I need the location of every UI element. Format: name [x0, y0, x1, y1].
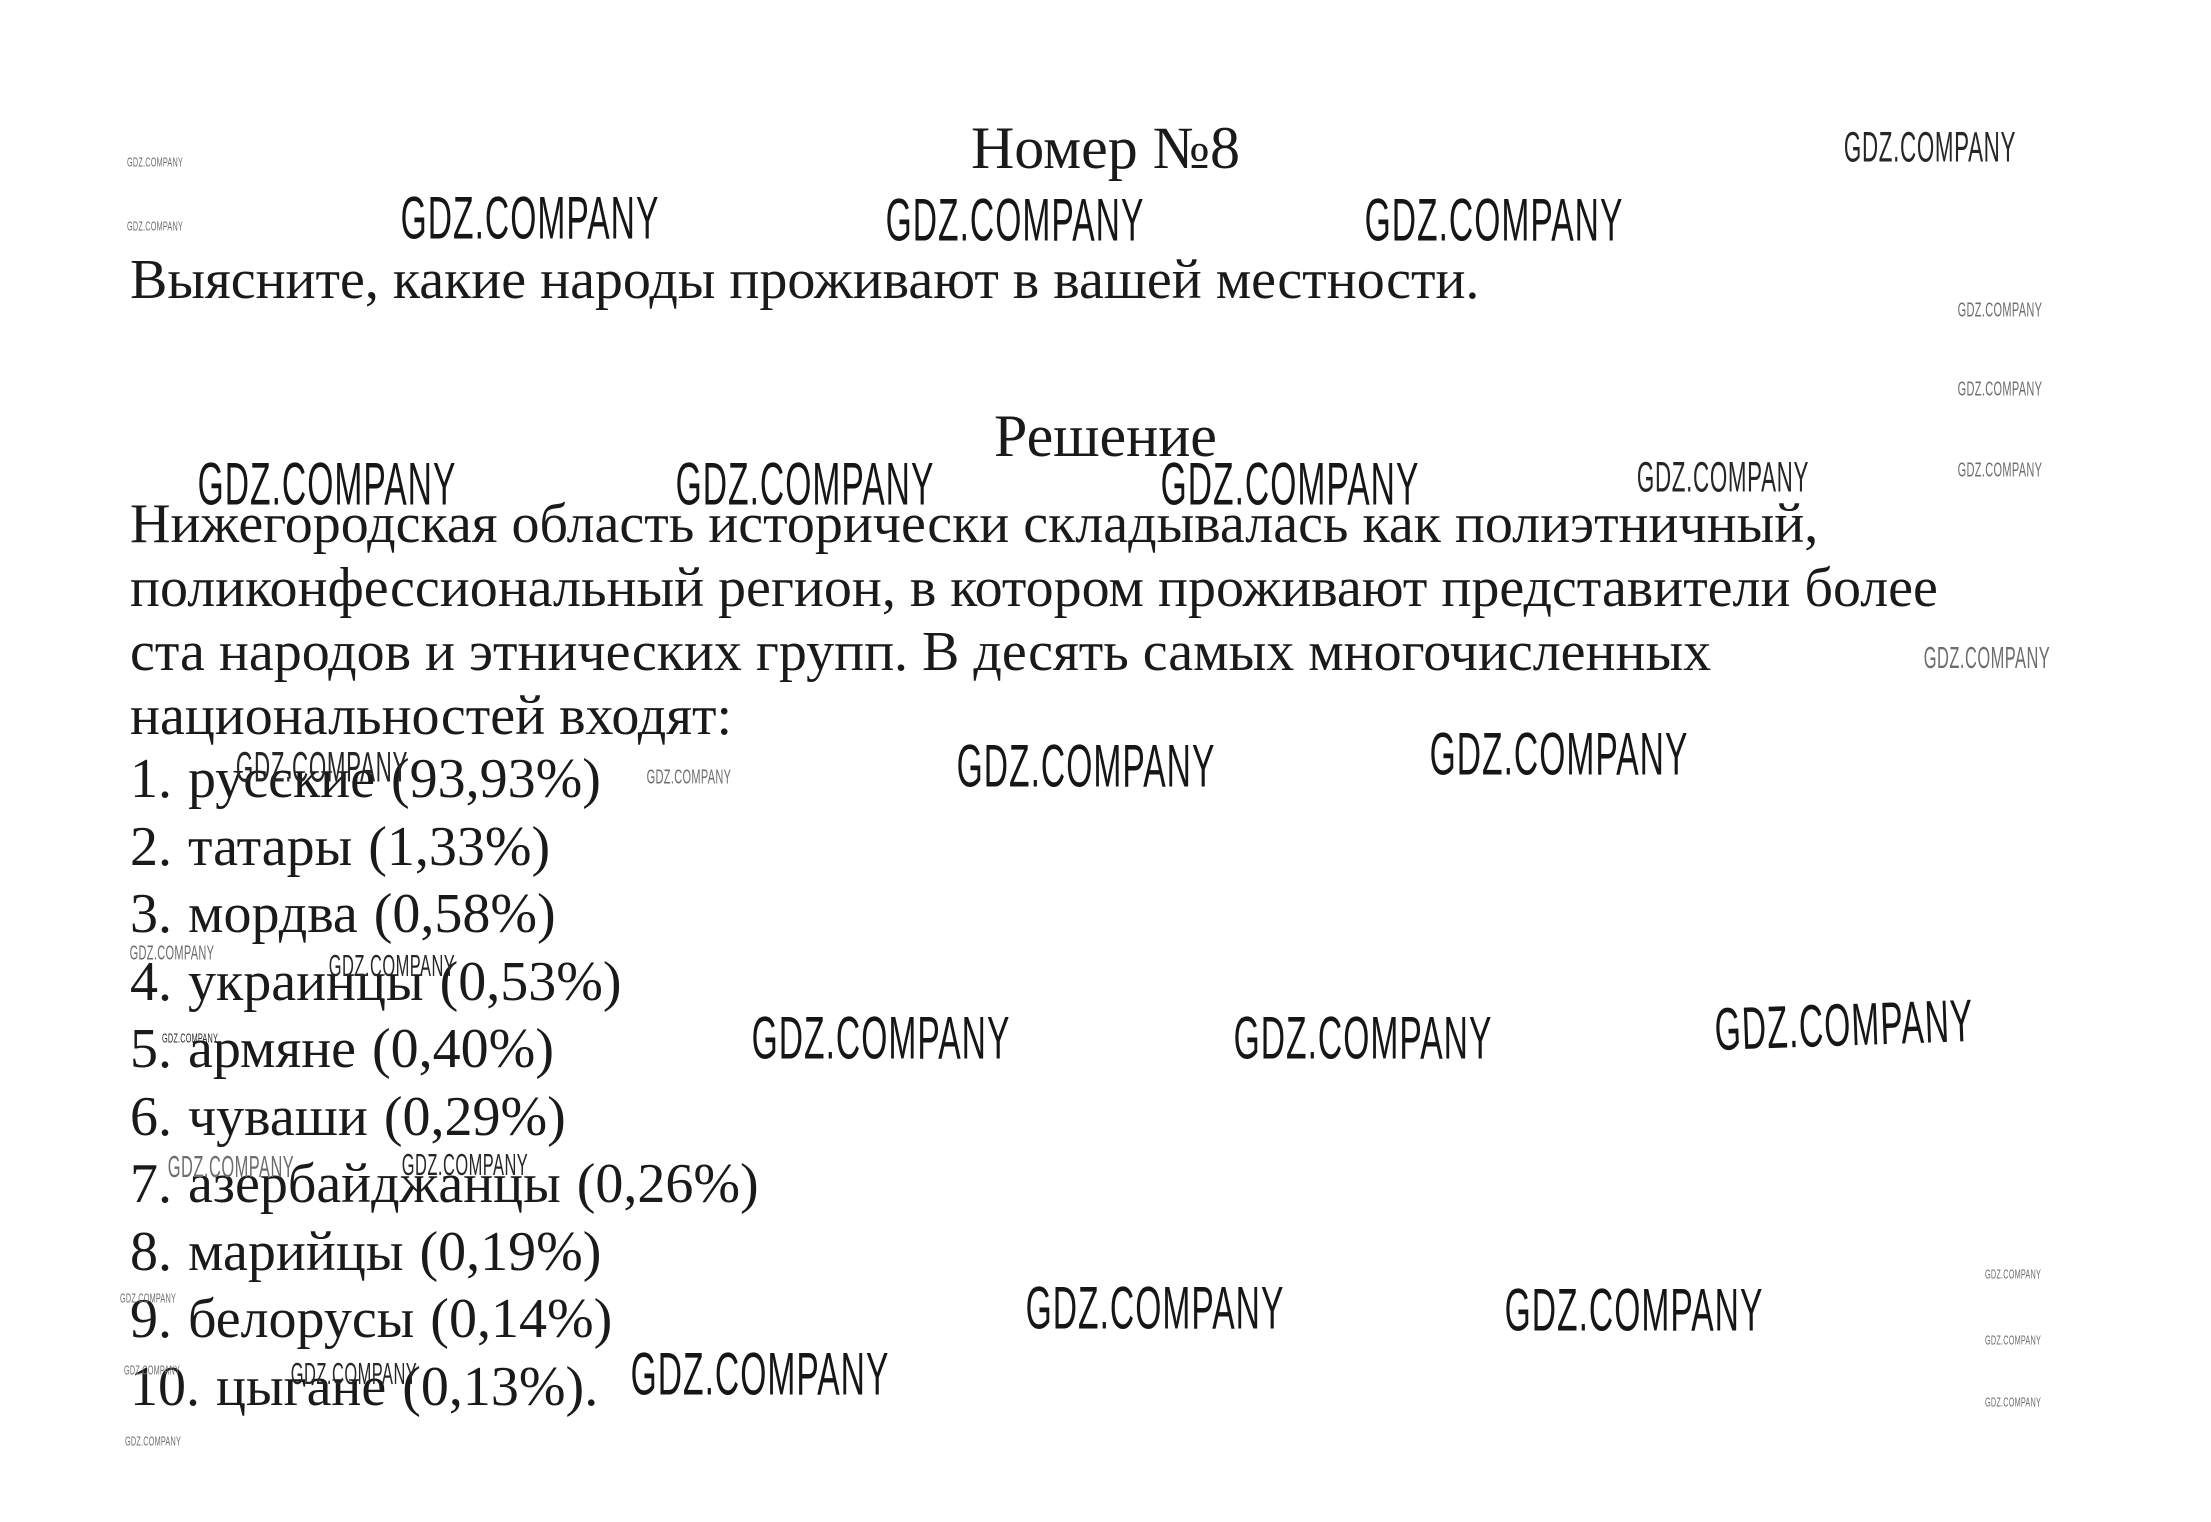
paragraph-line: национальностей входят: [130, 685, 733, 747]
solution-paragraph: Нижегородская область исторически склады… [130, 492, 1938, 748]
list-item: 3. мордва (0,58%) [130, 883, 556, 945]
list-item: 5. армяне (0,40%) [130, 1018, 554, 1080]
list-item: 8. марийцы (0,19%) [130, 1220, 602, 1283]
list-item: 9. белорусы (0,14%) [130, 1288, 613, 1350]
watermark-text: GDZ.COMPANY [1984, 1332, 2042, 1348]
question-text: Выясните, какие народы проживают в вашей… [130, 249, 1480, 311]
list-item: 7. азербайджанцы (0,26%) [130, 1153, 759, 1215]
watermark-text: GDZ.COMPANY [400, 184, 660, 252]
watermark-text: GDZ.COMPANY [1923, 640, 2051, 675]
paragraph-line: Нижегородская область исторически склады… [130, 493, 1819, 555]
list-item: 4. украинцы (0,53%) [130, 950, 622, 1013]
watermark-text: GDZ.COMPANY [1233, 1004, 1493, 1072]
watermark-text: GDZ.COMPANY [124, 1433, 182, 1449]
watermark-text: GDZ.COMPANY [126, 218, 184, 234]
list-item: 1. русские (93,93%) [130, 748, 601, 810]
nationalities-list: 1. русские (93,93%) 2. татары (1,33%) 3. м… [130, 746, 759, 1421]
watermark-text: GDZ.COMPANY [1364, 186, 1624, 254]
list-item: 10. цыгане (0,13%). [130, 1355, 599, 1418]
list-item: 2. татары (1,33%) [130, 815, 551, 878]
watermark-text: GDZ.COMPANY [1957, 299, 2043, 322]
solution-heading: Решение [994, 403, 1217, 469]
watermark-text: GDZ.COMPANY [1984, 1266, 2042, 1282]
watermark-text: GDZ.COMPANY [1713, 987, 1975, 1063]
page-title: Номер №8 [970, 115, 1241, 181]
watermark-text: GDZ.COMPANY [885, 186, 1145, 254]
paragraph-line: ста народов и этнических групп. В десять… [130, 621, 1712, 683]
watermark-text: GDZ.COMPANY [751, 1004, 1011, 1072]
watermark-text: GDZ.COMPANY [1984, 1394, 2042, 1410]
watermark-text: GDZ.COMPANY [1504, 1276, 1764, 1344]
paragraph-line: поликонфессиональный регион, в котором п… [130, 557, 1938, 619]
list-item: 6. чуваши (0,29%) [130, 1085, 566, 1148]
watermark-text: GDZ.COMPANY [1025, 1274, 1285, 1342]
watermark-text: GDZ.COMPANY [1957, 378, 2043, 401]
